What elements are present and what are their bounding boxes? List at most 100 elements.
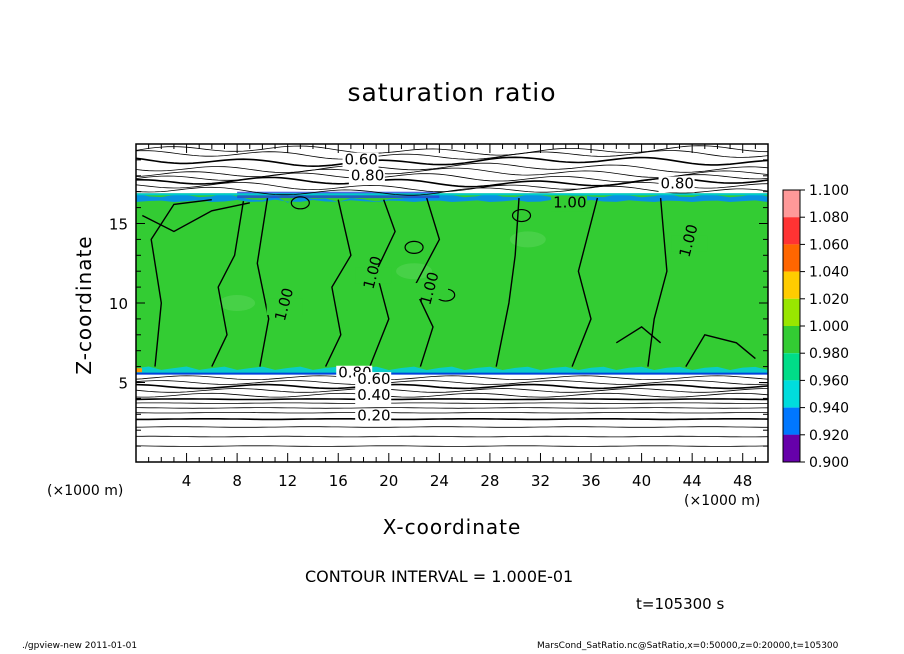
contour-label-0: 0.60 (345, 151, 378, 169)
x-unit-right: (×1000 m) (684, 493, 761, 509)
contour-label-bg-3 (551, 195, 588, 212)
y-tick-label: 5 (118, 375, 128, 393)
x-tick-label: 28 (480, 472, 499, 490)
colorbar-segment (783, 217, 800, 245)
colorbar-label: 0.920 (809, 428, 849, 444)
patch-2 (219, 295, 256, 311)
contour-line-2 (135, 156, 769, 168)
contour-label-11: 0.20 (357, 407, 390, 425)
contour-label-bg-1 (348, 168, 385, 185)
colorbar-label: 0.980 (809, 346, 849, 362)
contour-100-9 (685, 333, 756, 367)
footer-right: MarsCond_SatRatio.nc@SatRatio,x=0:50000,… (537, 641, 839, 651)
contour-line-13 (135, 392, 769, 398)
bottom-fringe (136, 366, 768, 375)
contour-label-bg-0 (342, 152, 379, 169)
contour-line-9 (135, 375, 769, 380)
colorbar-label: 1.080 (809, 210, 849, 226)
contour-line-18 (136, 418, 769, 421)
colorbar-label: 1.060 (809, 237, 849, 253)
colorbar-segment (783, 407, 800, 435)
colorbar-segment (783, 353, 800, 381)
colorbar-label: 0.960 (809, 373, 849, 389)
contour-label-bg-9 (355, 372, 392, 389)
colorbar-segment (783, 244, 800, 272)
colorbar-segment (783, 271, 800, 299)
field-layer (136, 191, 768, 375)
contour-line-21 (135, 445, 769, 447)
colorbar-segment (783, 434, 800, 462)
colorbar-label: 1.100 (809, 183, 849, 199)
colorbar: 1.100 1.080 1.060 1.040 1.020 1.000 0.980 0.960… (782, 183, 849, 471)
x-unit-left: (×1000 m) (47, 483, 124, 499)
colorbar-label: 1.000 (809, 319, 849, 335)
time-label: t=105300 s (636, 595, 725, 613)
footer-left: ./gpview-new 2011-01-01 (22, 641, 138, 651)
top-fringe (136, 193, 768, 203)
contour-line-14 (135, 398, 769, 401)
contour-label-9: 0.60 (357, 370, 390, 388)
contour-line-3 (135, 162, 769, 173)
bottom-fringe-blue (136, 372, 768, 375)
contour-label-3: 1.00 (553, 194, 586, 212)
patch-0 (396, 263, 433, 280)
contour-loop-2 (290, 196, 310, 210)
contour-100-2 (256, 197, 270, 367)
x-tick-label: 4 (182, 472, 192, 490)
contour-label-bg-6 (412, 283, 449, 300)
contour-line-15 (135, 402, 768, 404)
colorbar-label: 0.900 (809, 455, 849, 471)
contour-line-10 (135, 380, 769, 385)
contour-100-6 (495, 198, 520, 367)
contour-line-12 (135, 388, 769, 393)
contour-label-bg-5 (355, 267, 392, 284)
contour-100-8 (647, 198, 668, 367)
contour-label-bg-7 (671, 235, 708, 252)
x-tick-label: 24 (430, 472, 449, 490)
x-tick-label: 48 (733, 472, 752, 490)
contour-line-16 (135, 407, 769, 409)
colorbar-label: 1.020 (809, 292, 849, 308)
contour-label-10: 0.40 (357, 386, 390, 404)
saturated-region (136, 193, 768, 373)
contour-label-1: 0.80 (351, 167, 384, 185)
x-tick-label: 16 (329, 472, 348, 490)
x-tick-label: 32 (531, 472, 550, 490)
colorbar-segment (783, 298, 800, 326)
x-tick-label: 36 (581, 472, 600, 490)
colorbar-label: 0.940 (809, 401, 849, 417)
contour-loop-0 (404, 240, 424, 254)
x-tick-label: 44 (683, 472, 702, 490)
contour-100-7 (571, 197, 599, 367)
contour-label-bg-2 (658, 176, 695, 193)
contour-label-bg-10 (355, 387, 392, 404)
contour-line-17 (135, 412, 768, 414)
contour-loop-3 (511, 208, 532, 223)
x-tick-label: 20 (379, 472, 398, 490)
contour-label-2: 0.80 (661, 175, 694, 193)
contour-100-1 (211, 201, 245, 367)
colorbar-label: 1.040 (809, 265, 849, 281)
contour-100-0 (150, 199, 212, 367)
contour-line-1 (135, 150, 769, 160)
top-fringe-cyan (136, 193, 768, 196)
contour-line-0 (135, 145, 769, 156)
colorbar-segment (783, 326, 800, 354)
patch-1 (509, 231, 546, 248)
bottom-fringe-orange (136, 368, 142, 373)
contour-label-bg-11 (355, 408, 392, 425)
x-tick-label: 40 (632, 472, 651, 490)
contour-100-10 (615, 326, 662, 344)
colorbar-segment (783, 190, 800, 218)
contour-interval: CONTOUR INTERVAL = 1.000E-01 (305, 567, 574, 586)
contour-line-19 (135, 426, 768, 428)
contour-100-11 (141, 202, 250, 233)
colorbar-segment (783, 380, 800, 408)
x-axis-label-text: X-coordinate (382, 515, 522, 539)
y-tick-label: 10 (109, 295, 128, 313)
contour-line-11 (135, 383, 769, 390)
contour-100-3 (324, 199, 352, 367)
chart-title: saturation ratio (347, 78, 557, 107)
